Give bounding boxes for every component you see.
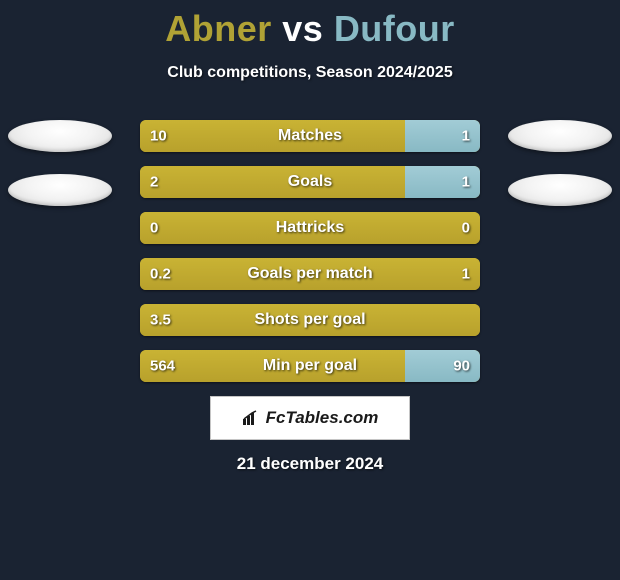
stat-row: Goals per match0.2 1 [140,258,480,290]
stat-label: Goals [140,173,480,191]
source-text: FcTables.com [266,408,379,428]
stat-label: Min per goal [140,357,480,375]
subtitle: Club competitions, Season 2024/2025 [0,64,620,82]
stat-left-value: 10 [150,128,167,145]
player-left-name: Abner [165,8,272,49]
team-right-badge [508,174,612,206]
stat-left-value: 2 [150,174,158,191]
stat-left-value: 564 [150,358,175,375]
stat-label: Goals per match [140,265,480,283]
player-right-name: Dufour [334,8,455,49]
source-badge: FcTables.com [210,396,410,440]
stat-right-value: 90 [453,358,470,375]
stat-row: Goals2 1 [140,166,480,198]
stats-bars: Matches101Goals21Hattricks00Goals per ma… [140,120,480,396]
team-left-badge [8,174,112,206]
player-right-badge [508,120,612,152]
stat-right-value: 1 [462,174,470,191]
stat-label: Hattricks [140,219,480,237]
stat-right-value: 0 [462,220,470,237]
stat-left-value: 3.5 [150,312,171,329]
player-left-badge [8,120,112,152]
stat-row: Matches10 1 [140,120,480,152]
stat-right-value: 1 [462,128,470,145]
chart-icon [242,410,262,426]
stat-right-value: 1 [462,266,470,283]
stat-row: Min per goal564 90 [140,350,480,382]
title-vs: vs [282,8,323,49]
comparison-title: Abner vs Dufour [0,0,620,50]
stat-left-value: 0.2 [150,266,171,283]
stat-row: Shots per goal3.5 [140,304,480,336]
stat-row: Hattricks0 0 [140,212,480,244]
stat-label: Matches [140,127,480,145]
stat-left-value: 0 [150,220,158,237]
stat-label: Shots per goal [140,311,480,329]
date-text: 21 december 2024 [0,454,620,474]
